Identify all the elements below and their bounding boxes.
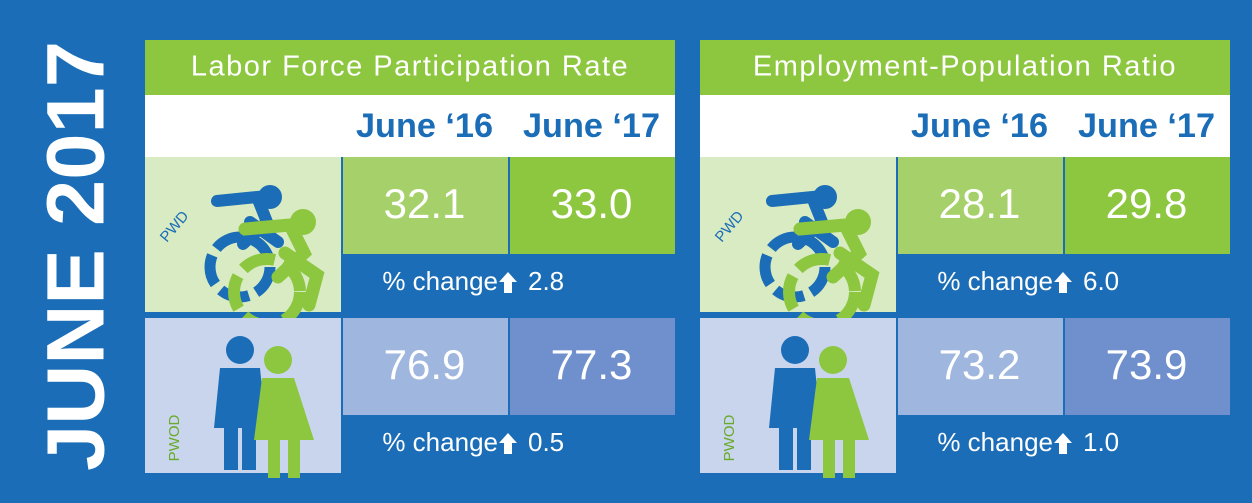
value: 76.9 xyxy=(384,341,466,388)
up-arrow xyxy=(1054,433,1072,454)
column-header: June ‘16 xyxy=(911,107,1048,145)
title-bar xyxy=(700,40,1230,95)
change-value: 2.8 xyxy=(528,266,564,296)
panel-title: Employment-Population Ratio xyxy=(753,51,1177,83)
value-cell xyxy=(898,318,1063,415)
value: 32.1 xyxy=(384,180,466,227)
value: 28.1 xyxy=(939,180,1021,227)
value-cell xyxy=(1065,157,1230,254)
up-arrow xyxy=(1054,272,1072,293)
icon-head xyxy=(819,346,847,374)
value: 73.2 xyxy=(939,341,1021,388)
icon-head xyxy=(264,346,292,374)
panel-title: Labor Force Participation Rate xyxy=(191,51,629,83)
group-label: PWOD xyxy=(721,415,738,462)
change-value: 1.0 xyxy=(1083,427,1119,457)
value: 73.9 xyxy=(1106,341,1188,388)
change-label: % change xyxy=(937,266,1053,296)
value-cell xyxy=(510,157,675,254)
value-cell xyxy=(1065,318,1230,415)
value-cell xyxy=(898,157,1063,254)
up-arrow xyxy=(499,272,517,293)
change-value: 0.5 xyxy=(528,427,564,457)
icon-head xyxy=(781,336,809,364)
up-arrow xyxy=(499,433,517,454)
icon-woman xyxy=(809,378,869,478)
side-label: JUNE 2017 xyxy=(31,41,122,471)
change-label: % change xyxy=(382,266,498,296)
change-label: % change xyxy=(937,427,1053,457)
icon-woman xyxy=(254,378,314,478)
value-cell xyxy=(510,318,675,415)
column-header: June ‘16 xyxy=(356,107,493,145)
change-label: % change xyxy=(382,427,498,457)
title-bar xyxy=(145,40,675,95)
group-label: PWOD xyxy=(166,415,183,462)
value-cell xyxy=(343,157,508,254)
value: 33.0 xyxy=(551,180,633,227)
column-header: June ‘17 xyxy=(1078,107,1215,145)
icon-man xyxy=(769,368,821,470)
value: 77.3 xyxy=(551,341,633,388)
icon-head xyxy=(226,336,254,364)
change-value: 6.0 xyxy=(1083,266,1119,296)
header-row xyxy=(145,95,675,157)
column-header: June ‘17 xyxy=(523,107,660,145)
icon-man xyxy=(214,368,266,470)
header-row xyxy=(700,95,1230,157)
value: 29.8 xyxy=(1106,180,1188,227)
value-cell xyxy=(343,318,508,415)
